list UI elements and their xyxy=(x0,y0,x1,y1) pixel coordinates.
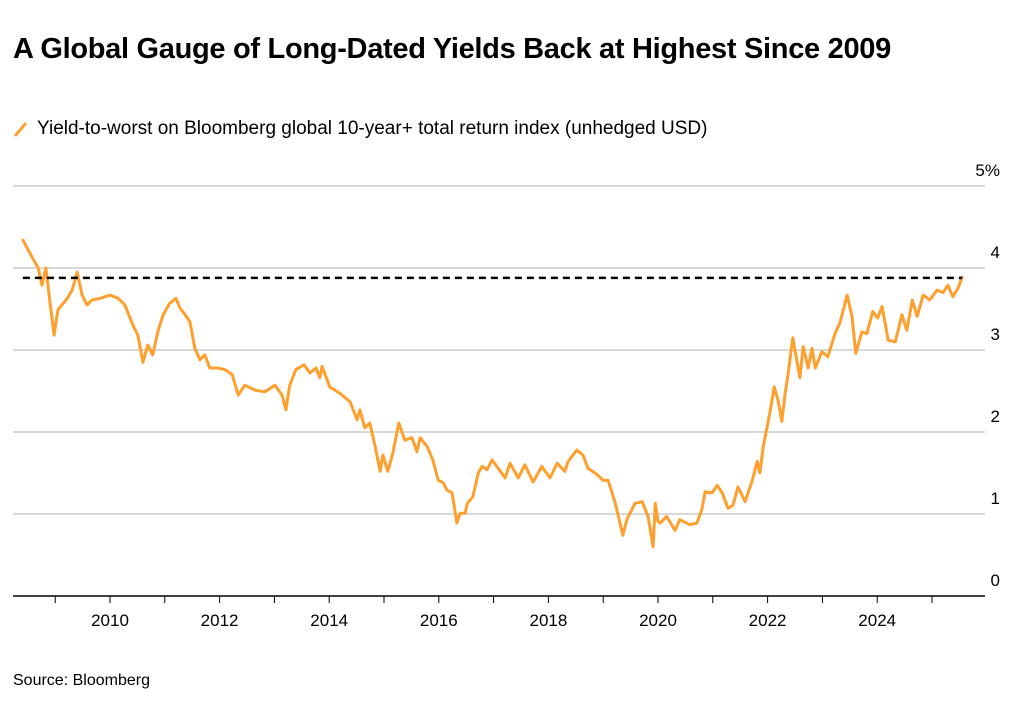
y-tick-label: 3 xyxy=(991,325,1000,344)
y-tick-label: 4 xyxy=(991,243,1000,262)
legend-label: Yield-to-worst on Bloomberg global 10-ye… xyxy=(37,118,708,139)
y-tick-label: 2 xyxy=(991,407,1000,426)
y-tick-label: 0 xyxy=(991,571,1000,590)
x-tick-label: 2012 xyxy=(201,611,239,630)
x-tick-label: 2016 xyxy=(420,611,458,630)
x-tick-label: 2024 xyxy=(858,611,896,630)
x-tick-label: 2010 xyxy=(91,611,129,630)
x-tick-label: 2022 xyxy=(749,611,787,630)
y-tick-label: 1 xyxy=(991,489,1000,508)
legend: Yield-to-worst on Bloomberg global 10-ye… xyxy=(13,118,707,140)
y-tick-label: 5% xyxy=(975,161,1000,180)
series-line xyxy=(21,238,964,549)
x-tick-label: 2014 xyxy=(310,611,348,630)
source-note: Source: Bloomberg xyxy=(13,672,150,689)
chart-title: A Global Gauge of Long-Dated Yields Back… xyxy=(13,33,891,65)
x-tick-label: 2018 xyxy=(529,611,567,630)
x-tick-label: 2020 xyxy=(639,611,677,630)
